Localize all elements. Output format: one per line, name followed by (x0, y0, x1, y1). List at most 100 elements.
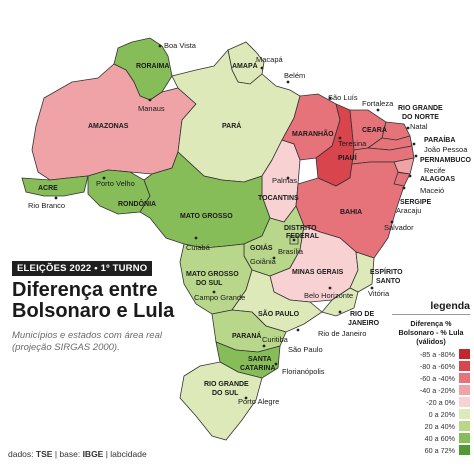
city-teresina: Teresina (338, 139, 367, 148)
credits-separator: | (105, 449, 111, 459)
label-rs-2: DO SUL (212, 390, 239, 397)
label-pernambuco: PERNAMBUCO (420, 157, 472, 164)
label-roraima: RORAIMA (136, 63, 169, 70)
label-ceara: CEARÁ (362, 125, 387, 134)
legend-swatch (459, 349, 470, 359)
city-dot-boa-vista (158, 44, 162, 48)
city-cuiaba: Cuiabá (186, 243, 211, 252)
label-df-2: FEDERAL (286, 233, 320, 240)
label-rn-1: RIO GRANDE (398, 105, 443, 112)
label-bahia: BAHIA (340, 209, 362, 216)
label-paraiba: PARAÍBA (424, 135, 455, 144)
state-amazonas (31, 63, 197, 181)
label-amazonas: AMAZONAS (88, 123, 129, 130)
label-rj-2: JANEIRO (348, 320, 380, 327)
city-dot-natal (406, 126, 410, 130)
city-dot-campo-grande (212, 290, 216, 294)
city-dot-macapa (260, 66, 264, 70)
city-brasilia: Brasília (278, 247, 304, 256)
city-dot-aracaju (402, 186, 406, 190)
label-tocantins: TOCANTINS (258, 195, 299, 202)
city-rio-de-janeiro: Rio de Janeiro (318, 329, 366, 338)
city-curitiba: Curitiba (262, 335, 289, 344)
city-belo-horizonte: Belo Horizonte (304, 291, 353, 300)
city-porto-alegre: Porto Alegre (238, 397, 279, 406)
city-macapa: Macapá (256, 55, 284, 64)
label-es-1: ESPÍRITO (370, 267, 403, 276)
legend-swatch (459, 421, 470, 431)
state-acre (21, 175, 89, 197)
legend-item: 0 a 20% (392, 408, 470, 420)
legend-title: legenda (392, 300, 470, 315)
map-title: Diferença entre Bolsonaro e Lula (12, 279, 175, 322)
city-belem: Belém (284, 71, 305, 80)
legend-swatch (459, 433, 470, 443)
label-ms-2: DO SUL (196, 280, 223, 287)
city-boa-vista: Boa Vista (164, 41, 197, 50)
city-porto-velho: Porto Velho (96, 179, 135, 188)
legend-item: -20 a 0% (392, 396, 470, 408)
city-dot-porto-velho (102, 176, 106, 180)
label-parana: PARANÁ (232, 331, 261, 340)
map-subtitle: Municípios e estados com área real (proj… (12, 330, 162, 353)
credits-dados-value: TSE (35, 449, 53, 459)
label-maranhao: MARANHÃO (292, 129, 334, 138)
city-goiania: Goiânia (250, 257, 277, 266)
label-sergipe: SERGIPE (400, 199, 431, 206)
credits: dados: TSE | base: IBGE | labcidade (8, 449, 147, 459)
label-acre: ACRE (38, 185, 58, 192)
label-rn-2: DO NORTE (402, 114, 439, 121)
city-dot-fortaleza (376, 108, 380, 112)
city-dot-belo-horizonte (328, 286, 332, 290)
legend-swatch (459, 409, 470, 419)
label-minas: MINAS GERAIS (292, 269, 344, 276)
city-campo-grande: Campo Grande (194, 293, 245, 302)
city-recife: Recife (424, 166, 445, 175)
city-aracaju: Aracaju (396, 206, 421, 215)
city-dot-joao-pessoa (412, 142, 416, 146)
city-joao-pessoa: João Pessoa (424, 145, 468, 154)
city-florianopolis: Florianópolis (282, 367, 325, 376)
legend-item: 60 a 72% (392, 444, 470, 456)
legend-item-label: 20 a 40% (424, 421, 455, 431)
legend-item-label: -80 a -60% (419, 361, 455, 371)
legend-swatch (459, 397, 470, 407)
label-rondonia: RONDÔNIA (118, 199, 156, 208)
legend-swatch (459, 385, 470, 395)
credits-base-value: IBGE (82, 449, 104, 459)
label-piaui: PIAUÍ (338, 153, 358, 162)
city-dot-goiania (272, 256, 276, 260)
label-mato-grosso: MATO GROSSO (180, 213, 233, 220)
label-ms-1: MATO GROSSO (186, 271, 239, 278)
label-sc-1: SANTA (248, 356, 272, 363)
legend-swatch (459, 445, 470, 455)
city-dot-rio-de-janeiro (338, 310, 342, 314)
label-sc-2: CATARINA (240, 365, 276, 372)
city-dot-teresina (338, 136, 342, 140)
city-maceio: Maceió (420, 186, 444, 195)
label-goias: GOIÁS (250, 243, 273, 252)
city-manaus: Manaus (138, 104, 165, 113)
city-natal: Natal (410, 122, 428, 131)
legend-item-label: 40 a 60% (424, 433, 455, 443)
credits-dados-label: dados: (8, 449, 34, 459)
city-dot-palmas (286, 176, 290, 180)
legend-item: 20 a 40% (392, 420, 470, 432)
city-dot-maceio (408, 174, 412, 178)
city-fortaleza: Fortaleza (362, 99, 394, 108)
label-df-1: DISTRITO (284, 225, 317, 232)
legend-item-label: -40 a -20% (419, 385, 455, 395)
legend-item: 40 a 60% (392, 432, 470, 444)
city-dot-recife (414, 154, 418, 158)
legend-swatch (459, 361, 470, 371)
city-dot-sao-paulo (296, 328, 300, 332)
city-dot-belem (286, 80, 290, 84)
legend-item: -40 a -20% (392, 384, 470, 396)
legend-item: -80 a -60% (392, 360, 470, 372)
city-dot-brasilia (292, 238, 296, 242)
city-salvador: Salvador (384, 223, 414, 232)
city-sao-luis: São Luís (328, 93, 358, 102)
state-rio-grande-do-sul (179, 361, 263, 441)
legend-rows: -85 a -80% -80 a -60% -60 a -40% -40 a -20%… (392, 348, 470, 456)
